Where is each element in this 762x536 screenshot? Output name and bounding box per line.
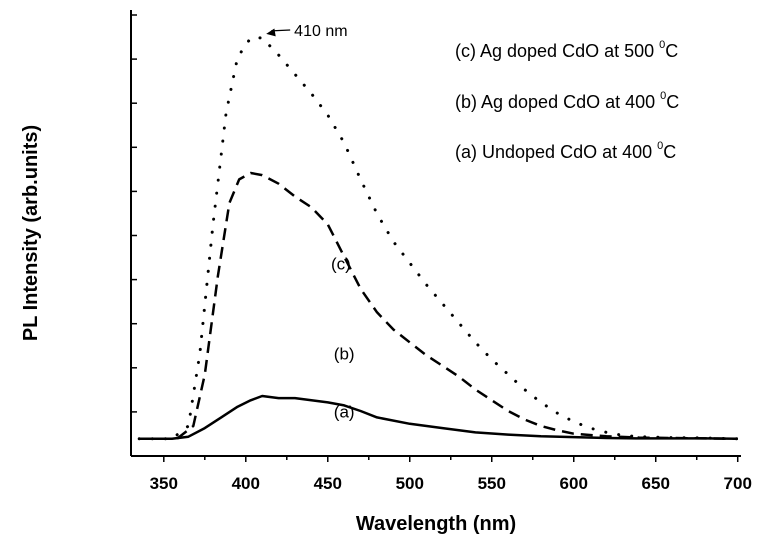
series-layer: [137, 36, 740, 441]
axes: [130, 10, 741, 457]
x-tick-label: 350: [150, 474, 178, 493]
x-tick-label: 550: [478, 474, 506, 493]
peak-annotation: 410 nm: [266, 23, 348, 40]
y-ticks: [131, 14, 137, 413]
curve-labels: (c) (b) (a): [331, 254, 355, 421]
curve-label: (c): [331, 254, 351, 273]
x-tick-label: 650: [642, 474, 670, 493]
x-tick-label: 700: [724, 474, 752, 493]
y-axis-title: PL Intensity (arb.units): [20, 125, 42, 341]
x-tick-label: 450: [314, 474, 342, 493]
x-tick-label: 600: [560, 474, 588, 493]
series-line-b: [139, 171, 738, 441]
x-axis-title: Wavelength (nm): [356, 513, 516, 535]
legend-entry: (a) Undoped CdO at 400 0C: [455, 140, 676, 162]
annotation-arrowhead: [266, 28, 276, 37]
legend-entry: (b) Ag doped CdO at 400 0C: [455, 90, 679, 112]
annotation-label: 410 nm: [294, 23, 347, 40]
x-tick-label: 400: [232, 474, 260, 493]
legend-entry: (c) Ag doped CdO at 500 0C: [455, 39, 678, 61]
x-ticks: 350 400 450 500 550 600 650 700: [150, 456, 752, 493]
legend: (c) Ag doped CdO at 500 0C (b) Ag doped C…: [455, 39, 679, 162]
series-line-c: [137, 36, 740, 441]
series-line-a: [139, 394, 738, 441]
curve-label: (b): [334, 345, 355, 364]
curve-label: (a): [334, 402, 355, 421]
x-tick-label: 500: [396, 474, 424, 493]
